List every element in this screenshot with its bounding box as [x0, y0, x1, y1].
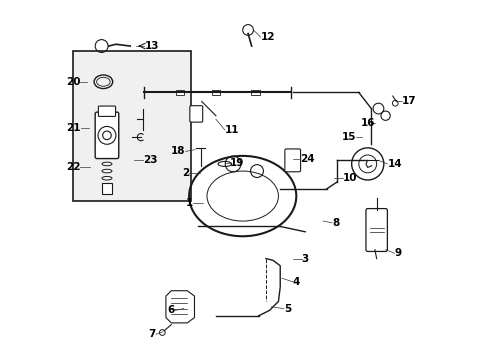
FancyBboxPatch shape	[189, 106, 203, 122]
Text: 2: 2	[182, 168, 189, 178]
Text: 20: 20	[65, 77, 80, 87]
FancyBboxPatch shape	[95, 112, 119, 158]
Text: 19: 19	[230, 158, 244, 168]
FancyBboxPatch shape	[98, 106, 115, 116]
FancyBboxPatch shape	[176, 90, 184, 95]
FancyBboxPatch shape	[102, 183, 112, 194]
FancyBboxPatch shape	[73, 51, 190, 202]
Text: 4: 4	[292, 277, 300, 287]
FancyBboxPatch shape	[285, 149, 300, 172]
Text: 15: 15	[341, 132, 355, 142]
Text: 22: 22	[65, 162, 80, 172]
Text: 21: 21	[66, 123, 81, 133]
Text: 1: 1	[185, 198, 192, 208]
FancyBboxPatch shape	[365, 208, 386, 251]
Text: 16: 16	[360, 118, 374, 128]
Text: 7: 7	[148, 329, 156, 339]
Text: 8: 8	[331, 218, 339, 228]
Text: 3: 3	[301, 253, 308, 264]
Text: 11: 11	[224, 125, 239, 135]
Text: 24: 24	[299, 154, 314, 164]
Text: 23: 23	[142, 156, 157, 165]
Text: 13: 13	[144, 41, 159, 51]
Text: 18: 18	[171, 147, 185, 157]
Text: 9: 9	[394, 248, 401, 258]
Text: 17: 17	[401, 96, 415, 107]
Text: 10: 10	[342, 173, 357, 183]
Text: 5: 5	[283, 303, 290, 314]
Text: 6: 6	[167, 305, 175, 315]
Text: 12: 12	[260, 32, 275, 42]
FancyBboxPatch shape	[250, 90, 259, 95]
FancyBboxPatch shape	[211, 90, 220, 95]
Text: 14: 14	[386, 159, 401, 169]
